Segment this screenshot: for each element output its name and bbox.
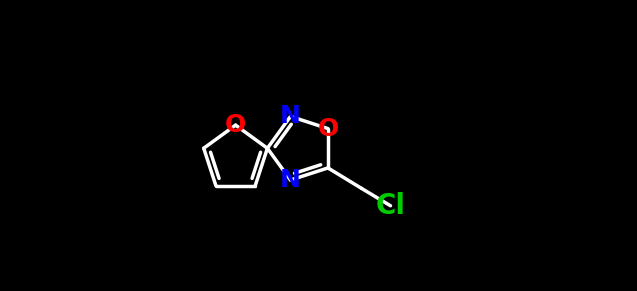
Text: N: N: [280, 168, 301, 192]
Text: O: O: [317, 117, 338, 141]
Text: Cl: Cl: [375, 192, 406, 220]
Text: N: N: [280, 104, 301, 128]
Text: O: O: [225, 113, 246, 137]
